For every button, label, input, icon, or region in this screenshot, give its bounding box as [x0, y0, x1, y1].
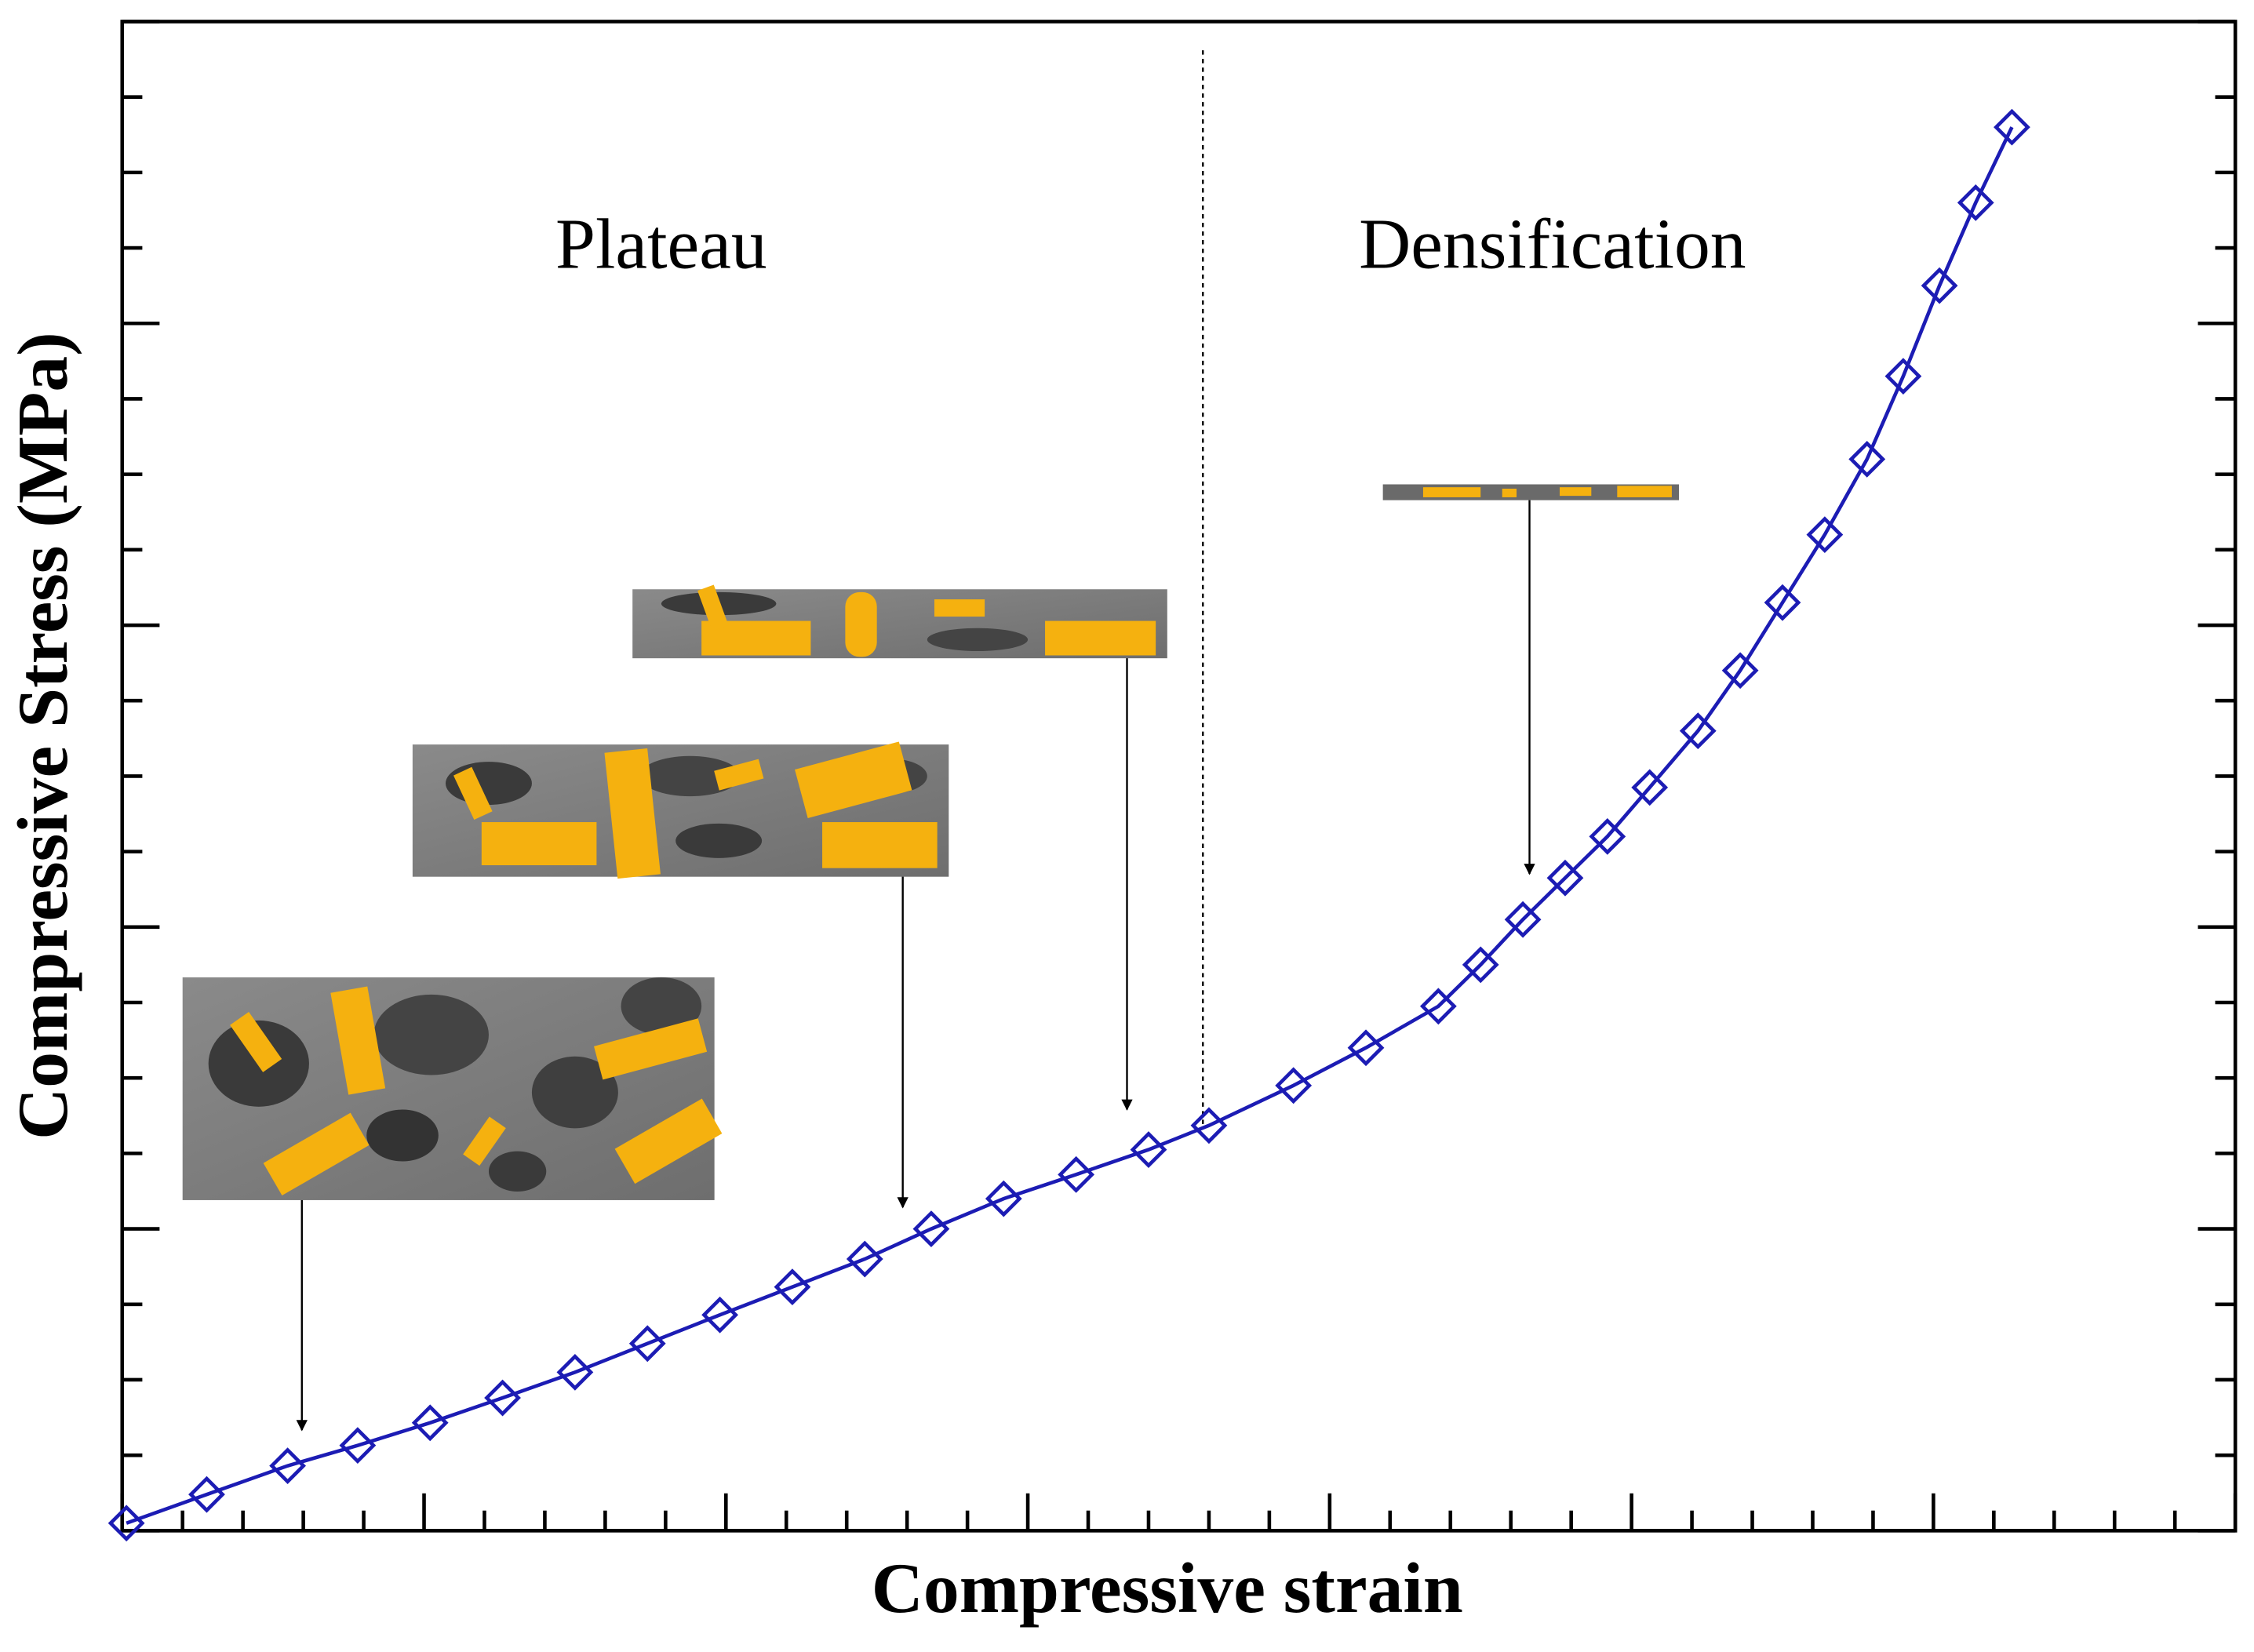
marker — [846, 1240, 883, 1278]
x-axis-label: Compressive strain — [872, 1548, 1463, 1628]
marker — [774, 1268, 811, 1306]
marker — [1806, 516, 1844, 553]
marker — [484, 1379, 521, 1417]
marker — [1679, 712, 1717, 750]
marker — [1190, 1107, 1228, 1144]
marker — [1848, 441, 1886, 478]
marker — [628, 1325, 666, 1363]
y-axis-label: Compressive Stress (MPa) — [2, 332, 82, 1140]
marker — [1631, 769, 1669, 806]
marker — [1275, 1067, 1313, 1104]
marker — [556, 1353, 594, 1391]
inset-images — [182, 484, 1680, 1432]
marker — [107, 1505, 145, 1542]
marker — [912, 1210, 950, 1247]
marker — [701, 1296, 738, 1334]
marker — [1462, 946, 1499, 984]
marker — [1957, 184, 1994, 221]
marker — [1058, 1155, 1095, 1193]
marker — [985, 1180, 1022, 1217]
marker — [1419, 988, 1457, 1025]
region-label: Plateau — [555, 204, 767, 284]
marker — [1546, 859, 1584, 897]
marker — [188, 1476, 225, 1513]
marker — [1764, 584, 1801, 621]
marker — [1347, 1029, 1385, 1067]
series-line — [126, 126, 2014, 1525]
region-label: Densification — [1359, 204, 1746, 284]
marker — [1994, 108, 2030, 146]
marker — [339, 1427, 377, 1465]
marker — [1589, 817, 1626, 855]
marker — [269, 1447, 307, 1485]
marker — [1921, 267, 1958, 304]
marker — [1721, 652, 1759, 690]
marker — [1130, 1131, 1167, 1168]
marker — [1504, 901, 1542, 938]
marker — [1884, 358, 1922, 395]
marker — [411, 1404, 449, 1442]
